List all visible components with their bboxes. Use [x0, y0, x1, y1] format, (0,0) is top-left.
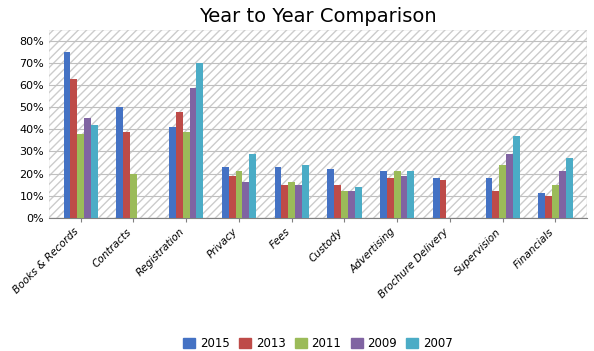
Bar [176, 112, 183, 218]
Bar [341, 191, 348, 218]
Bar [302, 165, 309, 218]
Bar [282, 185, 288, 218]
Bar [130, 173, 137, 218]
Bar [433, 178, 440, 218]
Bar [229, 176, 235, 218]
Bar [440, 180, 447, 218]
Bar [274, 167, 282, 218]
Bar [499, 165, 506, 218]
Legend: 2015, 2013, 2011, 2009, 2007: 2015, 2013, 2011, 2009, 2007 [179, 332, 457, 351]
Bar [334, 185, 341, 218]
Bar [387, 178, 394, 218]
Bar [249, 154, 256, 218]
Bar [242, 183, 249, 218]
Bar [545, 196, 552, 218]
Bar [407, 171, 415, 218]
Bar [506, 154, 513, 218]
Bar [400, 176, 407, 218]
Bar [91, 125, 98, 218]
Bar [169, 127, 176, 218]
Bar [538, 193, 545, 218]
Bar [394, 171, 400, 218]
Bar [235, 171, 242, 218]
Bar [222, 167, 229, 218]
Bar [183, 132, 189, 218]
Bar [64, 52, 71, 218]
Bar [513, 136, 520, 218]
Bar [77, 134, 84, 218]
Bar [380, 171, 387, 218]
Bar [295, 185, 302, 218]
Bar [327, 169, 334, 218]
Bar [559, 171, 565, 218]
Bar [84, 118, 91, 218]
Bar [116, 107, 123, 218]
Bar [492, 191, 499, 218]
Bar [552, 185, 559, 218]
Title: Year to Year Comparison: Year to Year Comparison [199, 7, 437, 26]
Bar [123, 132, 130, 218]
Bar [485, 178, 492, 218]
Bar [355, 187, 362, 218]
Bar [288, 183, 295, 218]
Bar [197, 63, 203, 218]
Bar [565, 158, 573, 218]
Bar [348, 191, 355, 218]
Bar [71, 79, 77, 218]
Bar [189, 88, 197, 218]
